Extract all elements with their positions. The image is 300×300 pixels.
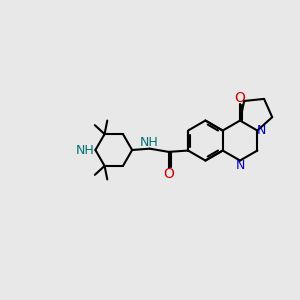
Text: N: N [257, 124, 267, 136]
Text: NH: NH [75, 144, 94, 157]
Text: NH: NH [140, 136, 158, 149]
Text: N: N [236, 159, 245, 172]
Text: O: O [235, 92, 245, 105]
Text: O: O [163, 167, 174, 181]
